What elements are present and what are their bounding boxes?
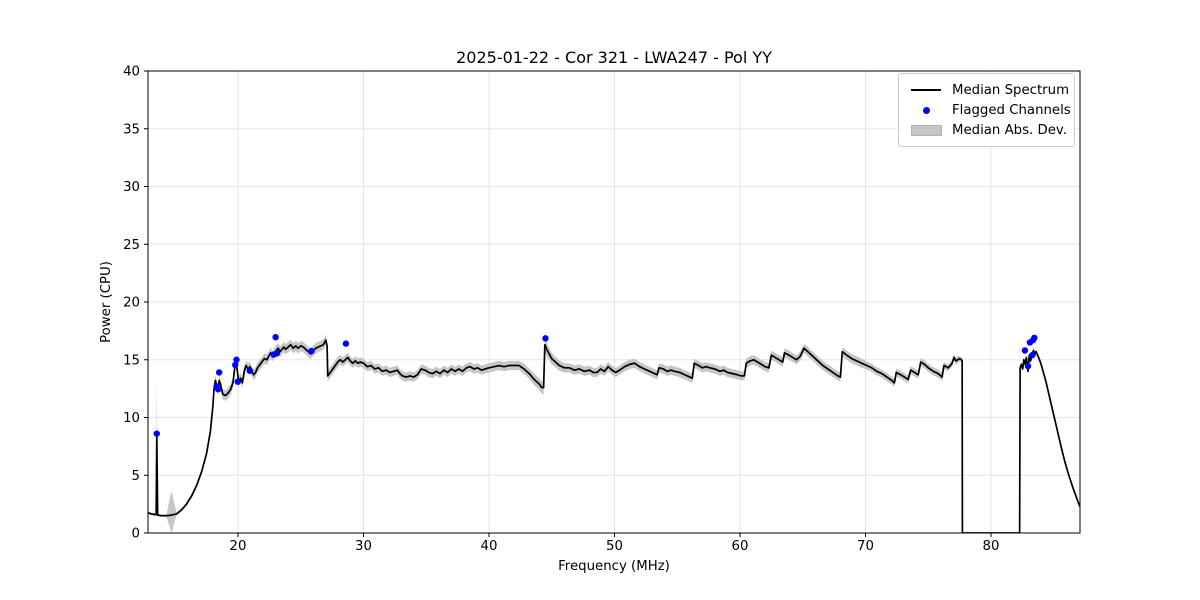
flagged-channel-point	[272, 334, 279, 341]
flagged-channel-point	[308, 347, 315, 355]
y-tick-label: 40	[123, 65, 140, 80]
flagged-channel-point	[215, 369, 223, 376]
flagged-channel-point	[1031, 334, 1038, 342]
y-axis-label: Power (CPU)	[99, 261, 114, 343]
legend-item-median-abs-dev: Median Abs. Dev.	[908, 120, 1067, 140]
flagged-channel-point	[1029, 351, 1036, 359]
x-tick-label: 70	[857, 539, 874, 554]
y-tick-label: 5	[132, 469, 140, 484]
flagged-channel-point	[234, 378, 241, 385]
legend-label: Median Spectrum	[952, 82, 1070, 98]
flagged-channel-point	[232, 361, 239, 369]
flagged-channel-point	[542, 335, 549, 342]
y-tick-label: 25	[123, 238, 140, 253]
flagged-channel-point	[273, 350, 281, 357]
flagged-channel-point	[214, 386, 222, 393]
flagged-dot-sample-icon	[922, 106, 930, 114]
x-tick-label: 30	[355, 539, 372, 554]
median-line-sample-icon	[911, 89, 941, 91]
x-tick-label: 20	[230, 539, 247, 554]
mad-patch-sample-icon	[910, 124, 942, 136]
legend-item-median-spectrum: Median Spectrum	[908, 80, 1070, 100]
y-tick-label: 30	[123, 180, 140, 195]
x-tick-label: 60	[732, 539, 749, 554]
y-tick-label: 35	[123, 122, 140, 137]
x-tick-label: 50	[606, 539, 623, 554]
y-tick-label: 0	[132, 527, 140, 542]
legend-item-flagged-channels: Flagged Channels	[908, 100, 1071, 120]
y-tick-label: 15	[123, 353, 140, 368]
chart-title: 2025-01-22 - Cor 321 - LWA247 - Pol YY	[456, 48, 772, 67]
legend-label: Median Abs. Dev.	[952, 122, 1067, 138]
y-tick-label: 10	[123, 411, 140, 426]
median-spectrum-line	[148, 339, 1080, 533]
y-tick-label: 20	[123, 296, 140, 311]
flagged-channel-point	[342, 340, 350, 347]
legend: Median Spectrum Flagged Channels Median …	[898, 73, 1075, 147]
legend-label: Flagged Channels	[952, 102, 1071, 118]
x-axis-label: Frequency (MHz)	[558, 559, 670, 574]
mad-band	[148, 334, 1080, 533]
flagged-channel-point	[1021, 347, 1029, 354]
x-tick-label: 80	[983, 539, 1000, 554]
flagged-channel-point	[233, 356, 240, 363]
flagged-channel-point	[246, 367, 254, 374]
x-tick-label: 40	[481, 539, 498, 554]
flagged-channel-point	[153, 430, 160, 437]
flagged-channel-point	[1024, 362, 1032, 370]
